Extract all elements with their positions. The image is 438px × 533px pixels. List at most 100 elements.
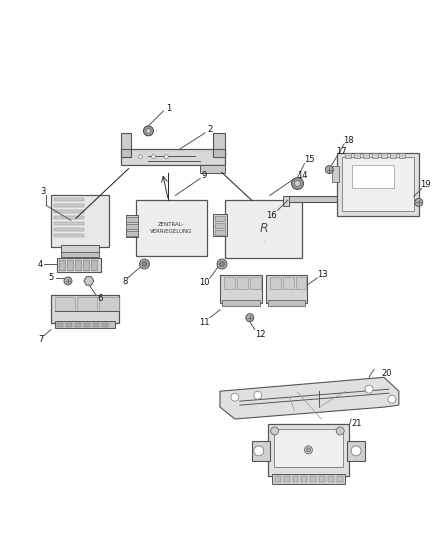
Circle shape bbox=[254, 446, 264, 456]
Text: 16: 16 bbox=[266, 211, 277, 220]
Bar bbox=[286, 197, 341, 203]
Bar bbox=[200, 165, 225, 173]
Bar bbox=[213, 133, 225, 150]
Bar bbox=[250, 277, 261, 289]
Bar bbox=[126, 231, 138, 236]
Circle shape bbox=[144, 126, 153, 136]
Bar bbox=[293, 475, 298, 482]
Text: 18: 18 bbox=[343, 136, 353, 146]
Bar bbox=[213, 149, 225, 157]
Text: 4: 4 bbox=[38, 260, 43, 269]
Bar bbox=[339, 197, 343, 211]
Circle shape bbox=[164, 155, 168, 159]
Bar bbox=[399, 153, 405, 158]
Bar bbox=[328, 475, 334, 482]
Bar bbox=[215, 216, 225, 221]
Circle shape bbox=[219, 262, 224, 266]
Bar bbox=[390, 153, 396, 158]
Bar bbox=[342, 157, 414, 212]
Bar bbox=[54, 216, 84, 219]
Circle shape bbox=[231, 393, 239, 401]
Text: 11: 11 bbox=[199, 318, 209, 327]
Bar bbox=[84, 322, 90, 327]
Bar bbox=[268, 424, 349, 475]
Text: 5: 5 bbox=[49, 273, 54, 282]
Bar bbox=[268, 300, 305, 306]
Circle shape bbox=[246, 314, 254, 321]
Circle shape bbox=[388, 395, 396, 403]
Text: 7: 7 bbox=[39, 335, 44, 344]
Bar bbox=[215, 223, 225, 228]
Bar bbox=[352, 165, 394, 189]
Bar bbox=[296, 277, 307, 289]
Circle shape bbox=[325, 166, 333, 174]
Bar bbox=[102, 322, 108, 327]
Circle shape bbox=[254, 391, 262, 399]
Bar bbox=[237, 277, 248, 289]
Bar bbox=[61, 252, 99, 257]
Bar bbox=[126, 215, 138, 237]
Bar bbox=[275, 475, 281, 482]
Bar bbox=[83, 260, 89, 270]
Circle shape bbox=[152, 155, 155, 159]
Circle shape bbox=[365, 385, 373, 393]
Text: 12: 12 bbox=[255, 330, 266, 339]
Bar bbox=[120, 149, 131, 157]
Bar bbox=[337, 153, 419, 216]
Bar bbox=[225, 200, 303, 258]
Bar bbox=[213, 214, 227, 236]
Text: 2: 2 bbox=[208, 125, 213, 134]
Bar bbox=[274, 429, 343, 467]
Bar bbox=[301, 475, 307, 482]
Text: 14: 14 bbox=[297, 171, 308, 180]
Circle shape bbox=[64, 277, 72, 285]
Circle shape bbox=[140, 259, 149, 269]
Bar bbox=[345, 153, 351, 158]
Text: 9: 9 bbox=[201, 171, 207, 180]
Text: ZENTRAL-: ZENTRAL- bbox=[158, 222, 184, 227]
Circle shape bbox=[307, 448, 311, 452]
Circle shape bbox=[138, 155, 142, 159]
Bar bbox=[54, 228, 84, 231]
Polygon shape bbox=[84, 277, 94, 285]
Bar bbox=[270, 277, 281, 289]
Bar bbox=[347, 441, 365, 461]
Polygon shape bbox=[220, 377, 399, 419]
Bar bbox=[354, 153, 360, 158]
Bar bbox=[67, 260, 73, 270]
Bar bbox=[266, 275, 307, 303]
Text: 17: 17 bbox=[336, 147, 346, 156]
Circle shape bbox=[271, 427, 279, 435]
Bar bbox=[66, 322, 72, 327]
Text: VERRIEGELUNG: VERRIEGELUNG bbox=[150, 229, 192, 234]
Bar bbox=[51, 196, 109, 247]
Circle shape bbox=[415, 198, 423, 206]
Bar bbox=[381, 153, 387, 158]
Bar bbox=[272, 474, 345, 483]
Circle shape bbox=[351, 446, 361, 456]
Bar bbox=[55, 297, 75, 311]
Bar bbox=[283, 277, 293, 289]
Bar bbox=[61, 245, 99, 253]
Bar bbox=[252, 441, 270, 461]
Bar bbox=[54, 234, 84, 237]
Bar bbox=[57, 258, 101, 272]
Circle shape bbox=[292, 177, 304, 190]
Text: 13: 13 bbox=[317, 270, 328, 279]
Bar bbox=[311, 475, 316, 482]
Bar bbox=[332, 166, 339, 182]
Text: 3: 3 bbox=[40, 187, 46, 196]
Bar bbox=[126, 217, 138, 222]
Bar bbox=[57, 322, 63, 327]
Circle shape bbox=[336, 427, 344, 435]
Circle shape bbox=[146, 128, 151, 133]
Text: 20: 20 bbox=[381, 369, 392, 378]
Bar bbox=[55, 321, 115, 328]
Bar bbox=[54, 222, 84, 225]
Bar bbox=[363, 153, 369, 158]
Bar bbox=[120, 149, 225, 165]
Bar bbox=[54, 198, 84, 201]
Bar bbox=[283, 197, 289, 206]
Bar bbox=[135, 200, 207, 256]
Text: 21: 21 bbox=[352, 418, 362, 427]
